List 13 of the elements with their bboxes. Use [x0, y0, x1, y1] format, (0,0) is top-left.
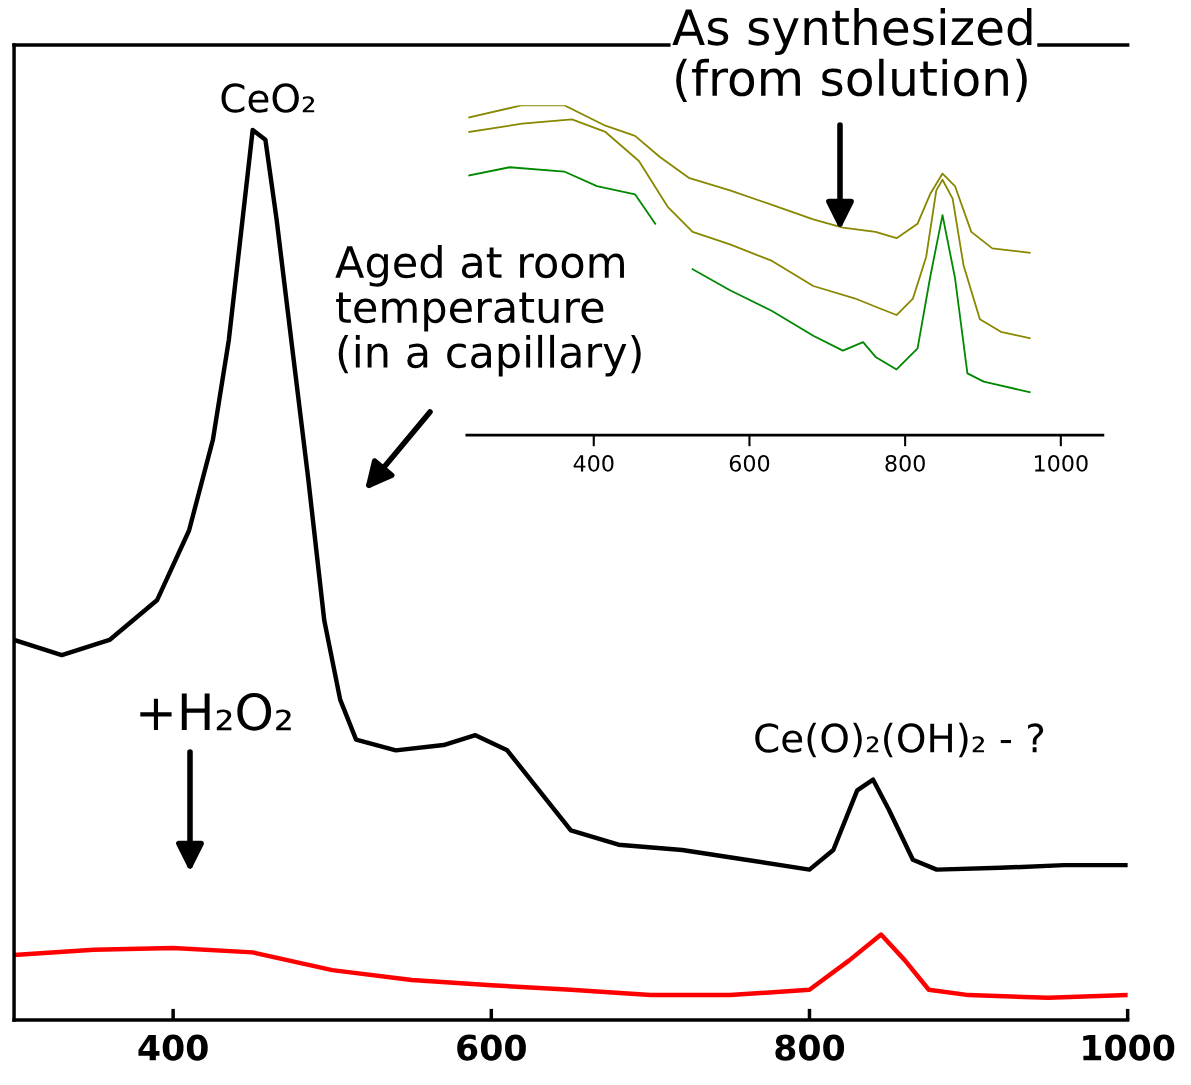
- x-tick-label: 600: [457, 1034, 526, 1061]
- x-tick-label: 400: [138, 1034, 208, 1061]
- x-tick-label: 400: [573, 454, 614, 472]
- x-tick-label: 1000: [1034, 454, 1088, 472]
- x-tick-label: 1000: [1083, 1034, 1175, 1061]
- x-tick-label: 600: [729, 454, 770, 472]
- annotation: Aged at room temperature (in a capillary): [335, 245, 641, 377]
- annotation: CeO₂: [221, 83, 315, 113]
- x-tick-label: 800: [775, 1034, 845, 1061]
- text: As synthesized (from solution): [672, 8, 1032, 103]
- annotation: Ce(O)₂(OH)₂ - ?: [755, 722, 1044, 758]
- x-tick-label: 800: [885, 454, 925, 472]
- annotation: +H₂O₂: [140, 692, 291, 731]
